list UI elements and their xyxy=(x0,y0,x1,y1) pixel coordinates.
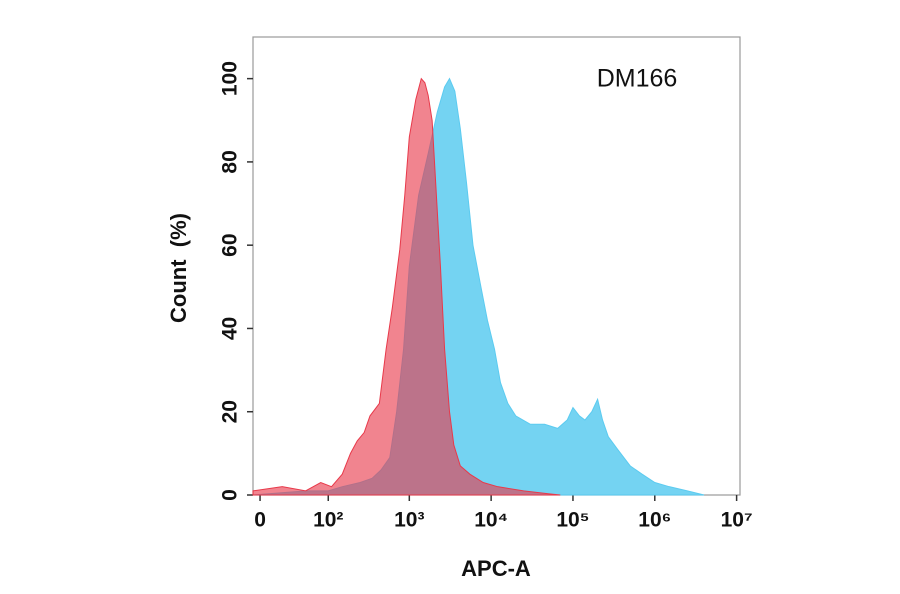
x-tick-label: 0 xyxy=(254,509,266,532)
y-tick-label: 20 xyxy=(219,400,242,423)
x-axis-title: APC-A xyxy=(461,556,531,581)
x-tick-label: 10⁴ xyxy=(474,509,508,532)
y-tick-label: 60 xyxy=(219,234,242,257)
y-tick-label: 80 xyxy=(219,150,242,173)
histogram-area xyxy=(252,77,705,496)
y-tick-label: 40 xyxy=(219,317,242,340)
y-tick-label: 100 xyxy=(219,61,242,96)
x-tick-label: 10⁵ xyxy=(556,509,589,532)
annotation: DM166 xyxy=(597,65,678,93)
y-axis-title: Count (%) xyxy=(166,213,191,323)
x-tick-label: 10² xyxy=(313,509,343,532)
histogram-area xyxy=(252,77,561,496)
x-tick-label: 10⁶ xyxy=(638,509,671,532)
x-tick-label: 10³ xyxy=(394,509,424,532)
x-tick-label: 10⁷ xyxy=(721,509,753,532)
y-tick-label: 0 xyxy=(219,489,242,501)
